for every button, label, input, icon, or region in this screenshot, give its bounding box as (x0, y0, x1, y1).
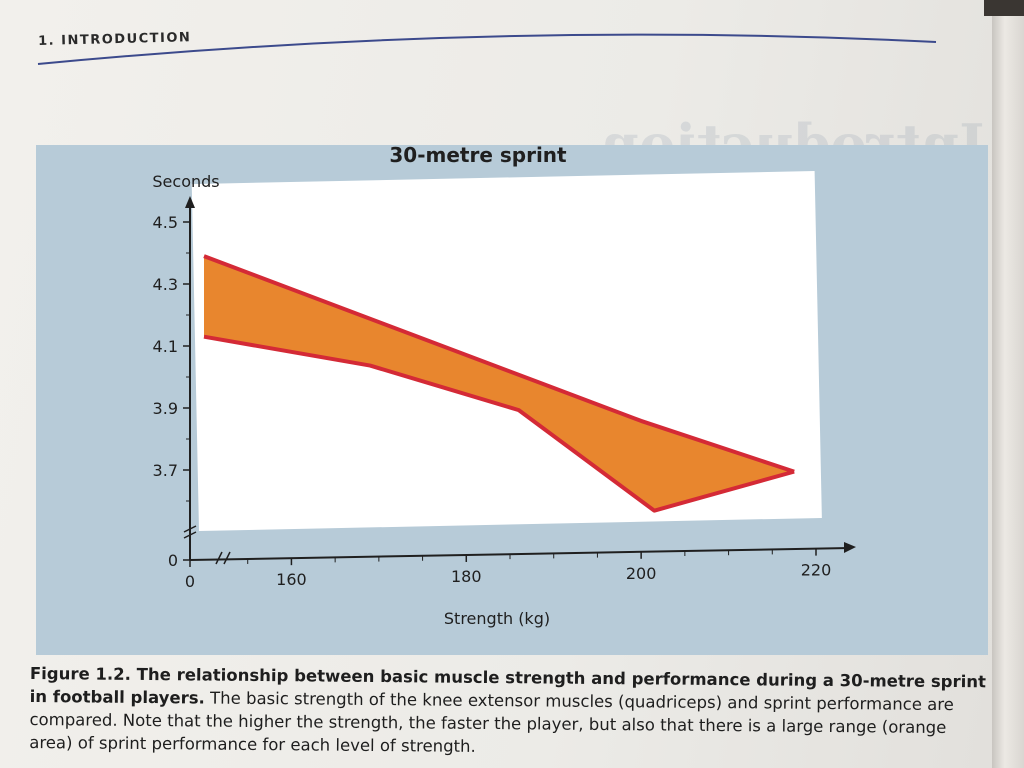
x-axis-label: Strength (kg) (444, 609, 550, 628)
upper-boundary-line (203, 254, 795, 474)
figure-caption: Figure 1.2. The relationship between bas… (29, 662, 995, 762)
y-tick-label: 4.3 (153, 275, 178, 294)
x-axis-arrow (844, 542, 856, 553)
x-tick-label: 180 (451, 567, 482, 586)
axes (183, 196, 856, 565)
sprint-chart: 30-metre sprint Seconds Strength (kg) 0 3… (152, 143, 856, 628)
range-band (203, 254, 795, 513)
x-axis-line (189, 547, 851, 561)
tick-labels: 0 3.7 3.9 4.1 4.3 4.5 0 160 180 200 220 (153, 213, 832, 591)
y-tick-label: 4.5 (153, 213, 178, 232)
x-tick-label: 0 (185, 572, 195, 591)
running-head-rule (37, 33, 937, 65)
x-tick-label: 200 (626, 564, 657, 583)
y-tick-label: 0 (168, 551, 178, 570)
y-tick-label: 4.1 (153, 337, 178, 356)
y-axis-break (183, 525, 197, 539)
chart-title: 30-metre sprint (389, 143, 567, 167)
y-axis-arrow (185, 196, 195, 208)
page-corner (984, 0, 1024, 16)
y-tick-label: 3.7 (153, 461, 178, 480)
x-tick-label: 160 (276, 570, 307, 589)
range-area (204, 256, 795, 511)
y-tick-label: 3.9 (153, 399, 178, 418)
x-tick-label: 220 (801, 561, 832, 580)
x-axis-break (215, 551, 231, 565)
lower-boundary-line (203, 334, 795, 513)
y-axis-label: Seconds (152, 172, 219, 191)
page-edge (992, 0, 1024, 768)
